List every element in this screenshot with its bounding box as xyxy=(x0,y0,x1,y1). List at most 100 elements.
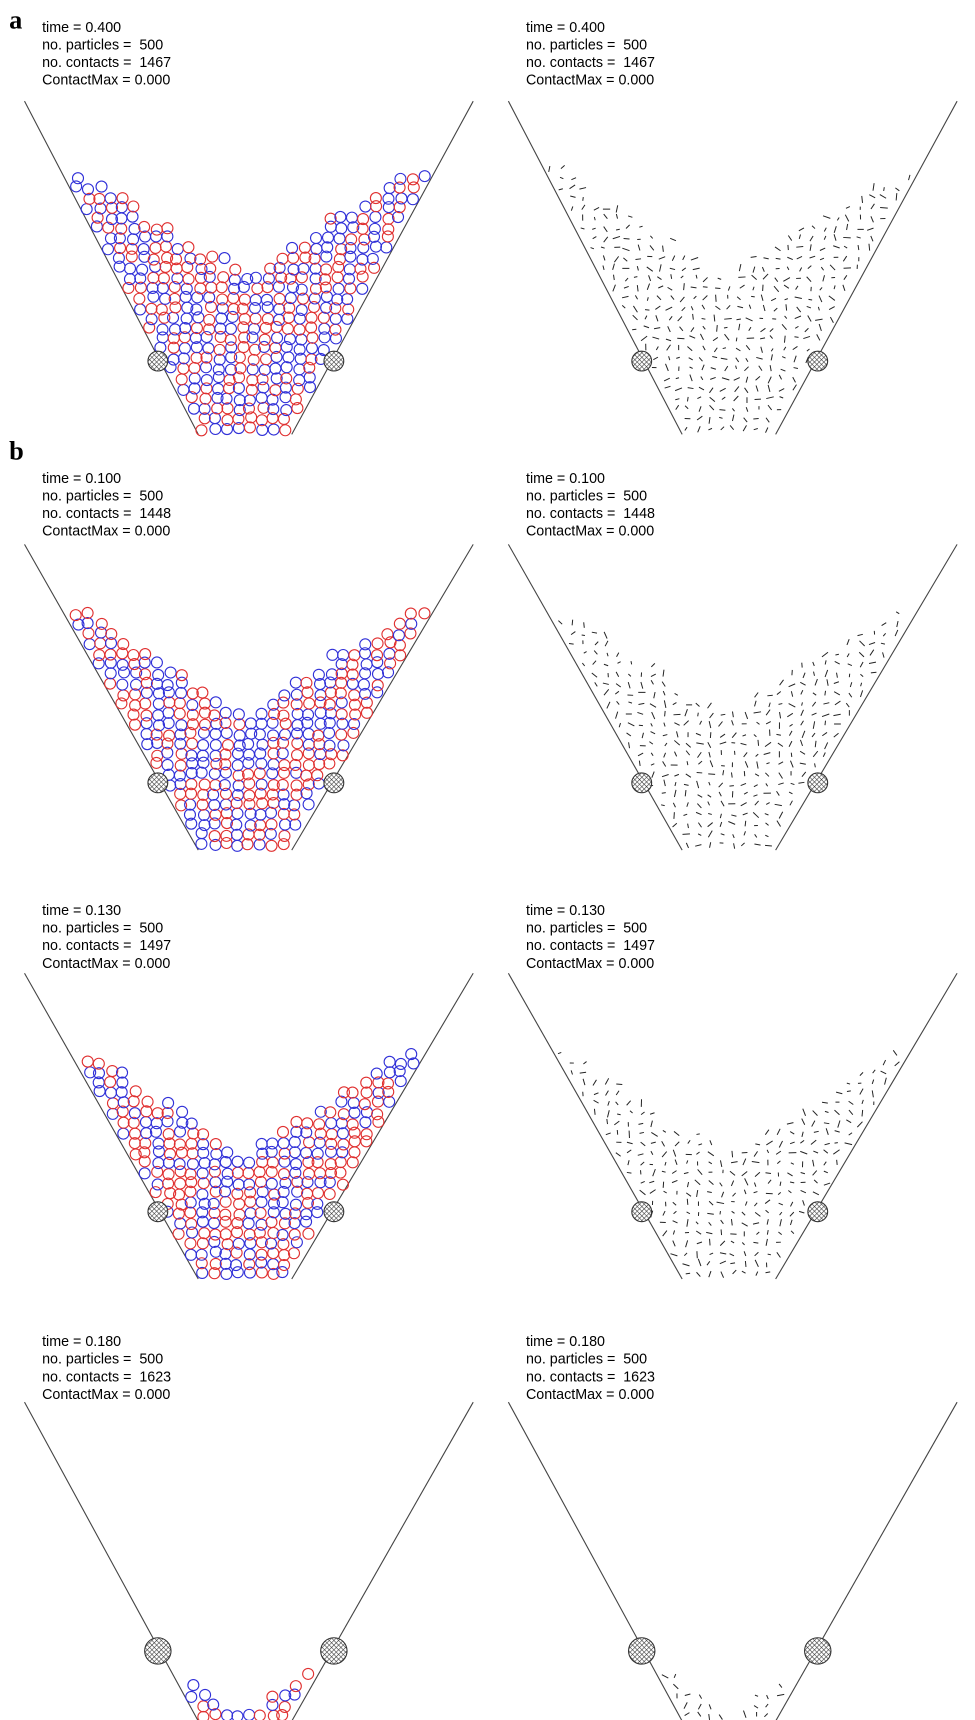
particle xyxy=(210,1229,221,1240)
contact xyxy=(833,1150,839,1154)
particle xyxy=(185,1249,196,1260)
contact xyxy=(603,255,605,260)
contact xyxy=(693,268,700,270)
contact xyxy=(845,1143,852,1145)
particle xyxy=(303,1668,314,1679)
contact xyxy=(698,713,699,717)
contact xyxy=(822,714,829,717)
contact xyxy=(814,1131,819,1132)
contact xyxy=(708,795,711,797)
contact xyxy=(641,1142,646,1146)
contact xyxy=(688,824,689,828)
particle xyxy=(105,649,116,660)
contact xyxy=(766,427,768,432)
contact xyxy=(789,792,792,794)
contact xyxy=(765,773,769,777)
contact xyxy=(736,366,737,369)
contact xyxy=(785,316,787,319)
contact xyxy=(785,299,788,300)
contact xyxy=(687,1182,688,1187)
obstacle xyxy=(148,351,168,371)
contact xyxy=(870,650,874,656)
contact xyxy=(837,1160,838,1165)
contact xyxy=(799,235,800,239)
particle xyxy=(163,687,174,698)
contact xyxy=(812,733,815,737)
contact xyxy=(776,258,781,259)
contact xyxy=(722,397,725,399)
contact xyxy=(766,803,769,805)
contact xyxy=(873,1070,876,1073)
contact xyxy=(663,735,668,736)
contact xyxy=(745,821,746,826)
contact xyxy=(787,713,793,716)
contact xyxy=(673,1684,678,1689)
particle xyxy=(216,282,227,293)
contact xyxy=(684,721,689,726)
info-line: time = 0.100 xyxy=(526,471,605,487)
info-line: time = 0.180 xyxy=(42,1334,121,1350)
contact xyxy=(775,278,778,282)
contact xyxy=(824,1150,828,1153)
contact xyxy=(560,177,563,178)
contact xyxy=(774,308,777,311)
contact xyxy=(675,388,682,391)
particle xyxy=(254,1710,265,1720)
particle xyxy=(206,282,217,293)
particle xyxy=(181,283,192,294)
contact xyxy=(627,1172,632,1173)
particle xyxy=(239,313,250,324)
particle xyxy=(130,719,141,730)
particle xyxy=(151,224,162,235)
contact xyxy=(825,660,826,664)
funnel-wall xyxy=(292,101,473,434)
contact xyxy=(627,1142,633,1144)
particle xyxy=(232,840,243,851)
contact xyxy=(807,349,810,351)
particle xyxy=(102,244,113,255)
contact xyxy=(784,347,786,350)
particle xyxy=(196,425,207,436)
particle xyxy=(218,272,229,283)
particle xyxy=(274,314,285,325)
contact xyxy=(732,408,734,411)
particle xyxy=(349,1127,360,1138)
contact xyxy=(721,714,726,715)
contact xyxy=(768,405,772,410)
particle xyxy=(255,809,266,820)
contact xyxy=(670,268,675,269)
particle xyxy=(347,1157,358,1168)
particle xyxy=(304,698,315,709)
particle xyxy=(280,819,291,830)
particle xyxy=(118,1128,129,1139)
particle xyxy=(186,1219,197,1230)
contact xyxy=(638,753,643,756)
contact xyxy=(768,377,771,384)
contact xyxy=(744,831,745,835)
particles xyxy=(186,1668,314,1720)
contact xyxy=(800,740,802,746)
particle xyxy=(142,739,153,750)
contact xyxy=(742,1242,744,1244)
contact xyxy=(641,336,647,341)
particle xyxy=(219,253,230,264)
contact xyxy=(659,257,665,259)
contact xyxy=(779,389,784,392)
particle xyxy=(96,181,107,192)
contact xyxy=(766,823,769,826)
obstacle xyxy=(324,1202,344,1222)
contact xyxy=(790,1212,794,1216)
contact xyxy=(801,710,804,716)
contact xyxy=(674,723,679,726)
contact xyxy=(647,267,653,271)
contact xyxy=(696,812,701,814)
contact xyxy=(714,348,717,352)
contact xyxy=(823,216,830,219)
contact xyxy=(893,1050,897,1055)
contact xyxy=(651,1132,657,1136)
contact xyxy=(771,298,776,300)
contact xyxy=(811,1140,816,1144)
particle xyxy=(288,264,299,275)
particle xyxy=(245,718,256,729)
particle xyxy=(212,403,223,414)
